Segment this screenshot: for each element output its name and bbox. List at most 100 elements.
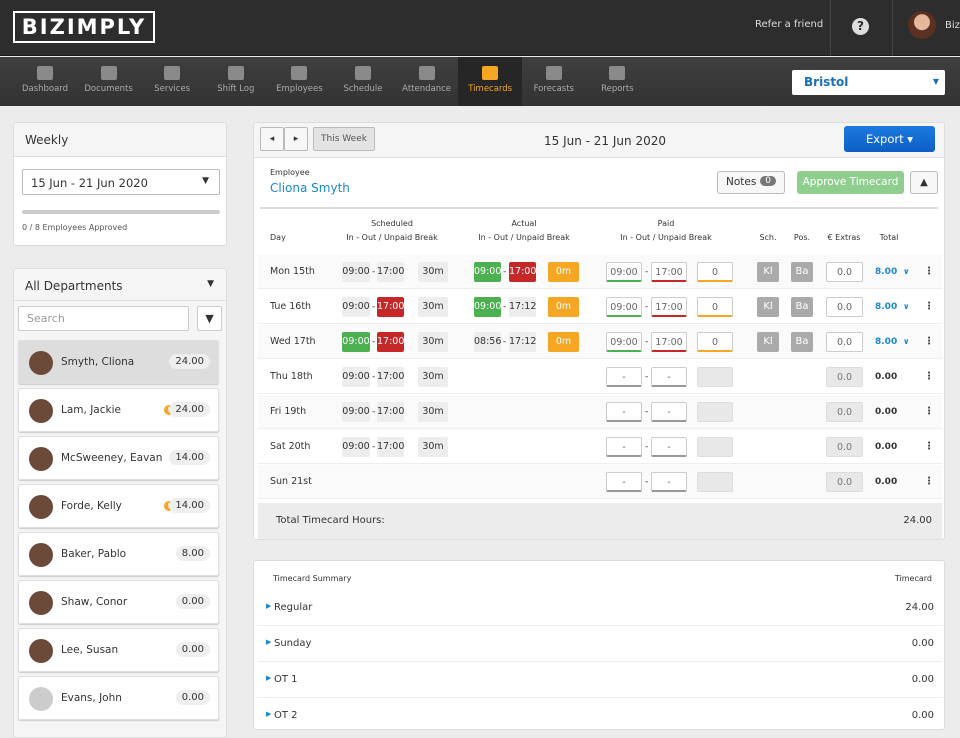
- department-select[interactable]: All Departments ▼: [14, 269, 226, 301]
- export-button[interactable]: Export ▾: [844, 126, 935, 152]
- row-menu-icon[interactable]: ⋮: [924, 336, 934, 347]
- location-select[interactable]: Bristol ▼: [792, 70, 945, 95]
- dash: -: [372, 372, 376, 382]
- next-week-button[interactable]: ▸: [284, 127, 308, 151]
- col-paid-sub: In - Out / Unpaid Break: [620, 233, 712, 242]
- row-menu-icon[interactable]: ⋮: [924, 301, 934, 312]
- summary-row[interactable]: ▶ Sunday 0.00: [258, 627, 942, 662]
- employee-list-item[interactable]: Smyth, Cliona 24.00: [18, 340, 219, 384]
- col-scheduled-sub: In - Out / Unpaid Break: [346, 233, 438, 242]
- paid-in-input[interactable]: 09:00: [606, 297, 642, 317]
- scheduled-in: 09:00: [342, 297, 370, 317]
- employee-list-item[interactable]: Lee, Susan 0.00: [18, 628, 219, 672]
- user-avatar[interactable]: [908, 11, 936, 39]
- chevron-down-icon[interactable]: ∨: [903, 302, 910, 311]
- nav-attendance[interactable]: Attendance: [395, 57, 459, 106]
- scheduled-in: 09:00: [342, 402, 370, 422]
- paid-in-input[interactable]: 09:00: [606, 332, 642, 352]
- expand-icon[interactable]: ▶: [266, 674, 272, 682]
- approve-timecard-button[interactable]: Approve Timecard: [797, 171, 904, 194]
- paid-break-input[interactable]: 0: [697, 297, 733, 317]
- employee-name[interactable]: Cliona Smyth: [270, 181, 350, 195]
- employee-list-item[interactable]: Shaw, Conor 0.00: [18, 580, 219, 624]
- user-name[interactable]: Bizi: [945, 20, 960, 31]
- timecard-panel: ◂ ▸ This Week 15 Jun - 21 Jun 2020 Expor…: [253, 122, 945, 540]
- nav-timecards[interactable]: Timecards: [458, 57, 523, 106]
- paid-out-input[interactable]: 17:00: [651, 262, 687, 282]
- nav-documents[interactable]: Documents: [77, 57, 141, 106]
- this-week-button[interactable]: This Week: [313, 127, 375, 151]
- row-total[interactable]: 8.00: [875, 337, 898, 347]
- filter-icon[interactable]: ▼: [197, 306, 222, 331]
- notes-button[interactable]: Notes 0: [717, 171, 785, 194]
- weekly-panel: Weekly 15 Jun - 21 Jun 2020 ▼ 0 / 8 Emplo…: [13, 122, 227, 246]
- summary-row[interactable]: ▶ Regular 24.00: [258, 591, 942, 626]
- paid-in-input[interactable]: -: [606, 367, 642, 387]
- expand-icon[interactable]: ▶: [266, 638, 272, 646]
- paid-in-input[interactable]: -: [606, 402, 642, 422]
- employee-list-item[interactable]: Lam, Jackie!24.00: [18, 388, 219, 432]
- paid-in-input[interactable]: -: [606, 472, 642, 492]
- row-menu-icon[interactable]: ⋮: [924, 371, 934, 382]
- col-day: Day: [270, 233, 286, 242]
- employee-list-item[interactable]: Evans, John 0.00: [18, 676, 219, 720]
- paid-out-input[interactable]: 17:00: [651, 332, 687, 352]
- warning-icon[interactable]: ▲: [910, 171, 938, 194]
- chevron-down-icon[interactable]: ∨: [903, 337, 910, 346]
- nav-services[interactable]: Services: [140, 57, 204, 106]
- nav-label: Documents: [84, 84, 133, 94]
- caret-down-icon: ▼: [932, 77, 939, 86]
- scheduled-out: 17:00: [377, 297, 404, 317]
- extras-input[interactable]: 0.0: [826, 262, 863, 282]
- paid-out-input[interactable]: -: [651, 402, 687, 422]
- summary-row[interactable]: ▶ OT 2 0.00: [258, 699, 942, 734]
- bizimply-logo[interactable]: BIZIMPLY: [13, 11, 155, 43]
- row-menu-icon[interactable]: ⋮: [924, 406, 934, 417]
- row-menu-icon[interactable]: ⋮: [924, 476, 934, 487]
- row-total[interactable]: 8.00: [875, 267, 898, 277]
- avatar: [29, 399, 53, 423]
- employee-list-item[interactable]: Forde, Kelly!14.00: [18, 484, 219, 528]
- paid-break-input[interactable]: 0: [697, 332, 733, 352]
- paid-in-input[interactable]: -: [606, 437, 642, 457]
- nav-schedule[interactable]: Schedule: [331, 57, 395, 106]
- nav-employees[interactable]: Employees: [267, 57, 331, 106]
- caret-down-icon: ▼: [207, 279, 214, 289]
- expand-icon[interactable]: ▶: [266, 710, 272, 718]
- summary-title: Timecard Summary: [273, 574, 352, 583]
- nav-shift-log[interactable]: Shift Log: [204, 57, 268, 106]
- paid-out-input[interactable]: -: [651, 472, 687, 492]
- file-icon: [609, 66, 626, 80]
- employee-hours: 24.00: [169, 402, 210, 417]
- paid-out-input[interactable]: -: [651, 437, 687, 457]
- employee-hours: 8.00: [175, 546, 210, 561]
- paid-out-input[interactable]: 17:00: [651, 297, 687, 317]
- timecard-row: Sat 20th 09:00-17:00 30m - - -0.0 0.00 ⋮: [258, 430, 942, 464]
- employee-list-item[interactable]: McSweeney, Eavan 14.00: [18, 436, 219, 480]
- nav-reports[interactable]: Reports: [585, 57, 649, 106]
- employee-list-item[interactable]: Baker, Pablo 8.00: [18, 532, 219, 576]
- timecard-toolbar: ◂ ▸ This Week 15 Jun - 21 Jun 2020 Expor…: [254, 123, 944, 158]
- employee-name: Lam, Jackie: [61, 404, 121, 416]
- chevron-down-icon[interactable]: ∨: [903, 267, 910, 276]
- paid-break-input[interactable]: 0: [697, 262, 733, 282]
- prev-week-button[interactable]: ◂: [260, 127, 284, 151]
- row-menu-icon[interactable]: ⋮: [924, 441, 934, 452]
- nav-forecasts[interactable]: Forecasts: [522, 57, 586, 106]
- paid-in-input[interactable]: 09:00: [606, 262, 642, 282]
- paid-out-input[interactable]: -: [651, 367, 687, 387]
- extras-input[interactable]: 0.0: [826, 332, 863, 352]
- refer-a-friend-link[interactable]: Refer a friend: [755, 19, 824, 30]
- row-total[interactable]: 8.00: [875, 302, 898, 312]
- employee-search-input[interactable]: Search: [18, 306, 189, 331]
- avatar: [29, 495, 53, 519]
- extras-input[interactable]: 0.0: [826, 297, 863, 317]
- expand-icon[interactable]: ▶: [266, 602, 272, 610]
- dash: -: [645, 267, 649, 277]
- nav-dashboard[interactable]: Dashboard: [13, 57, 77, 106]
- help-icon[interactable]: ?: [852, 18, 869, 35]
- row-menu-icon[interactable]: ⋮: [924, 266, 934, 277]
- summary-row[interactable]: ▶ OT 1 0.00: [258, 663, 942, 698]
- dash: -: [372, 407, 376, 417]
- week-select[interactable]: 15 Jun - 21 Jun 2020 ▼: [22, 169, 220, 195]
